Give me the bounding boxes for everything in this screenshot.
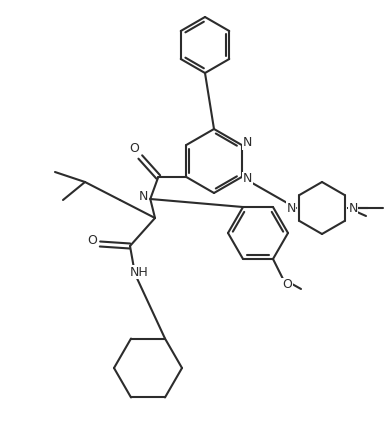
Text: NH: NH (130, 265, 148, 278)
Text: N: N (243, 136, 253, 149)
Text: O: O (129, 143, 139, 156)
Text: O: O (87, 235, 97, 248)
Text: N: N (348, 202, 358, 215)
Text: O: O (282, 278, 292, 292)
Text: N: N (139, 190, 148, 203)
Text: N: N (286, 202, 296, 215)
Text: N: N (243, 173, 253, 186)
